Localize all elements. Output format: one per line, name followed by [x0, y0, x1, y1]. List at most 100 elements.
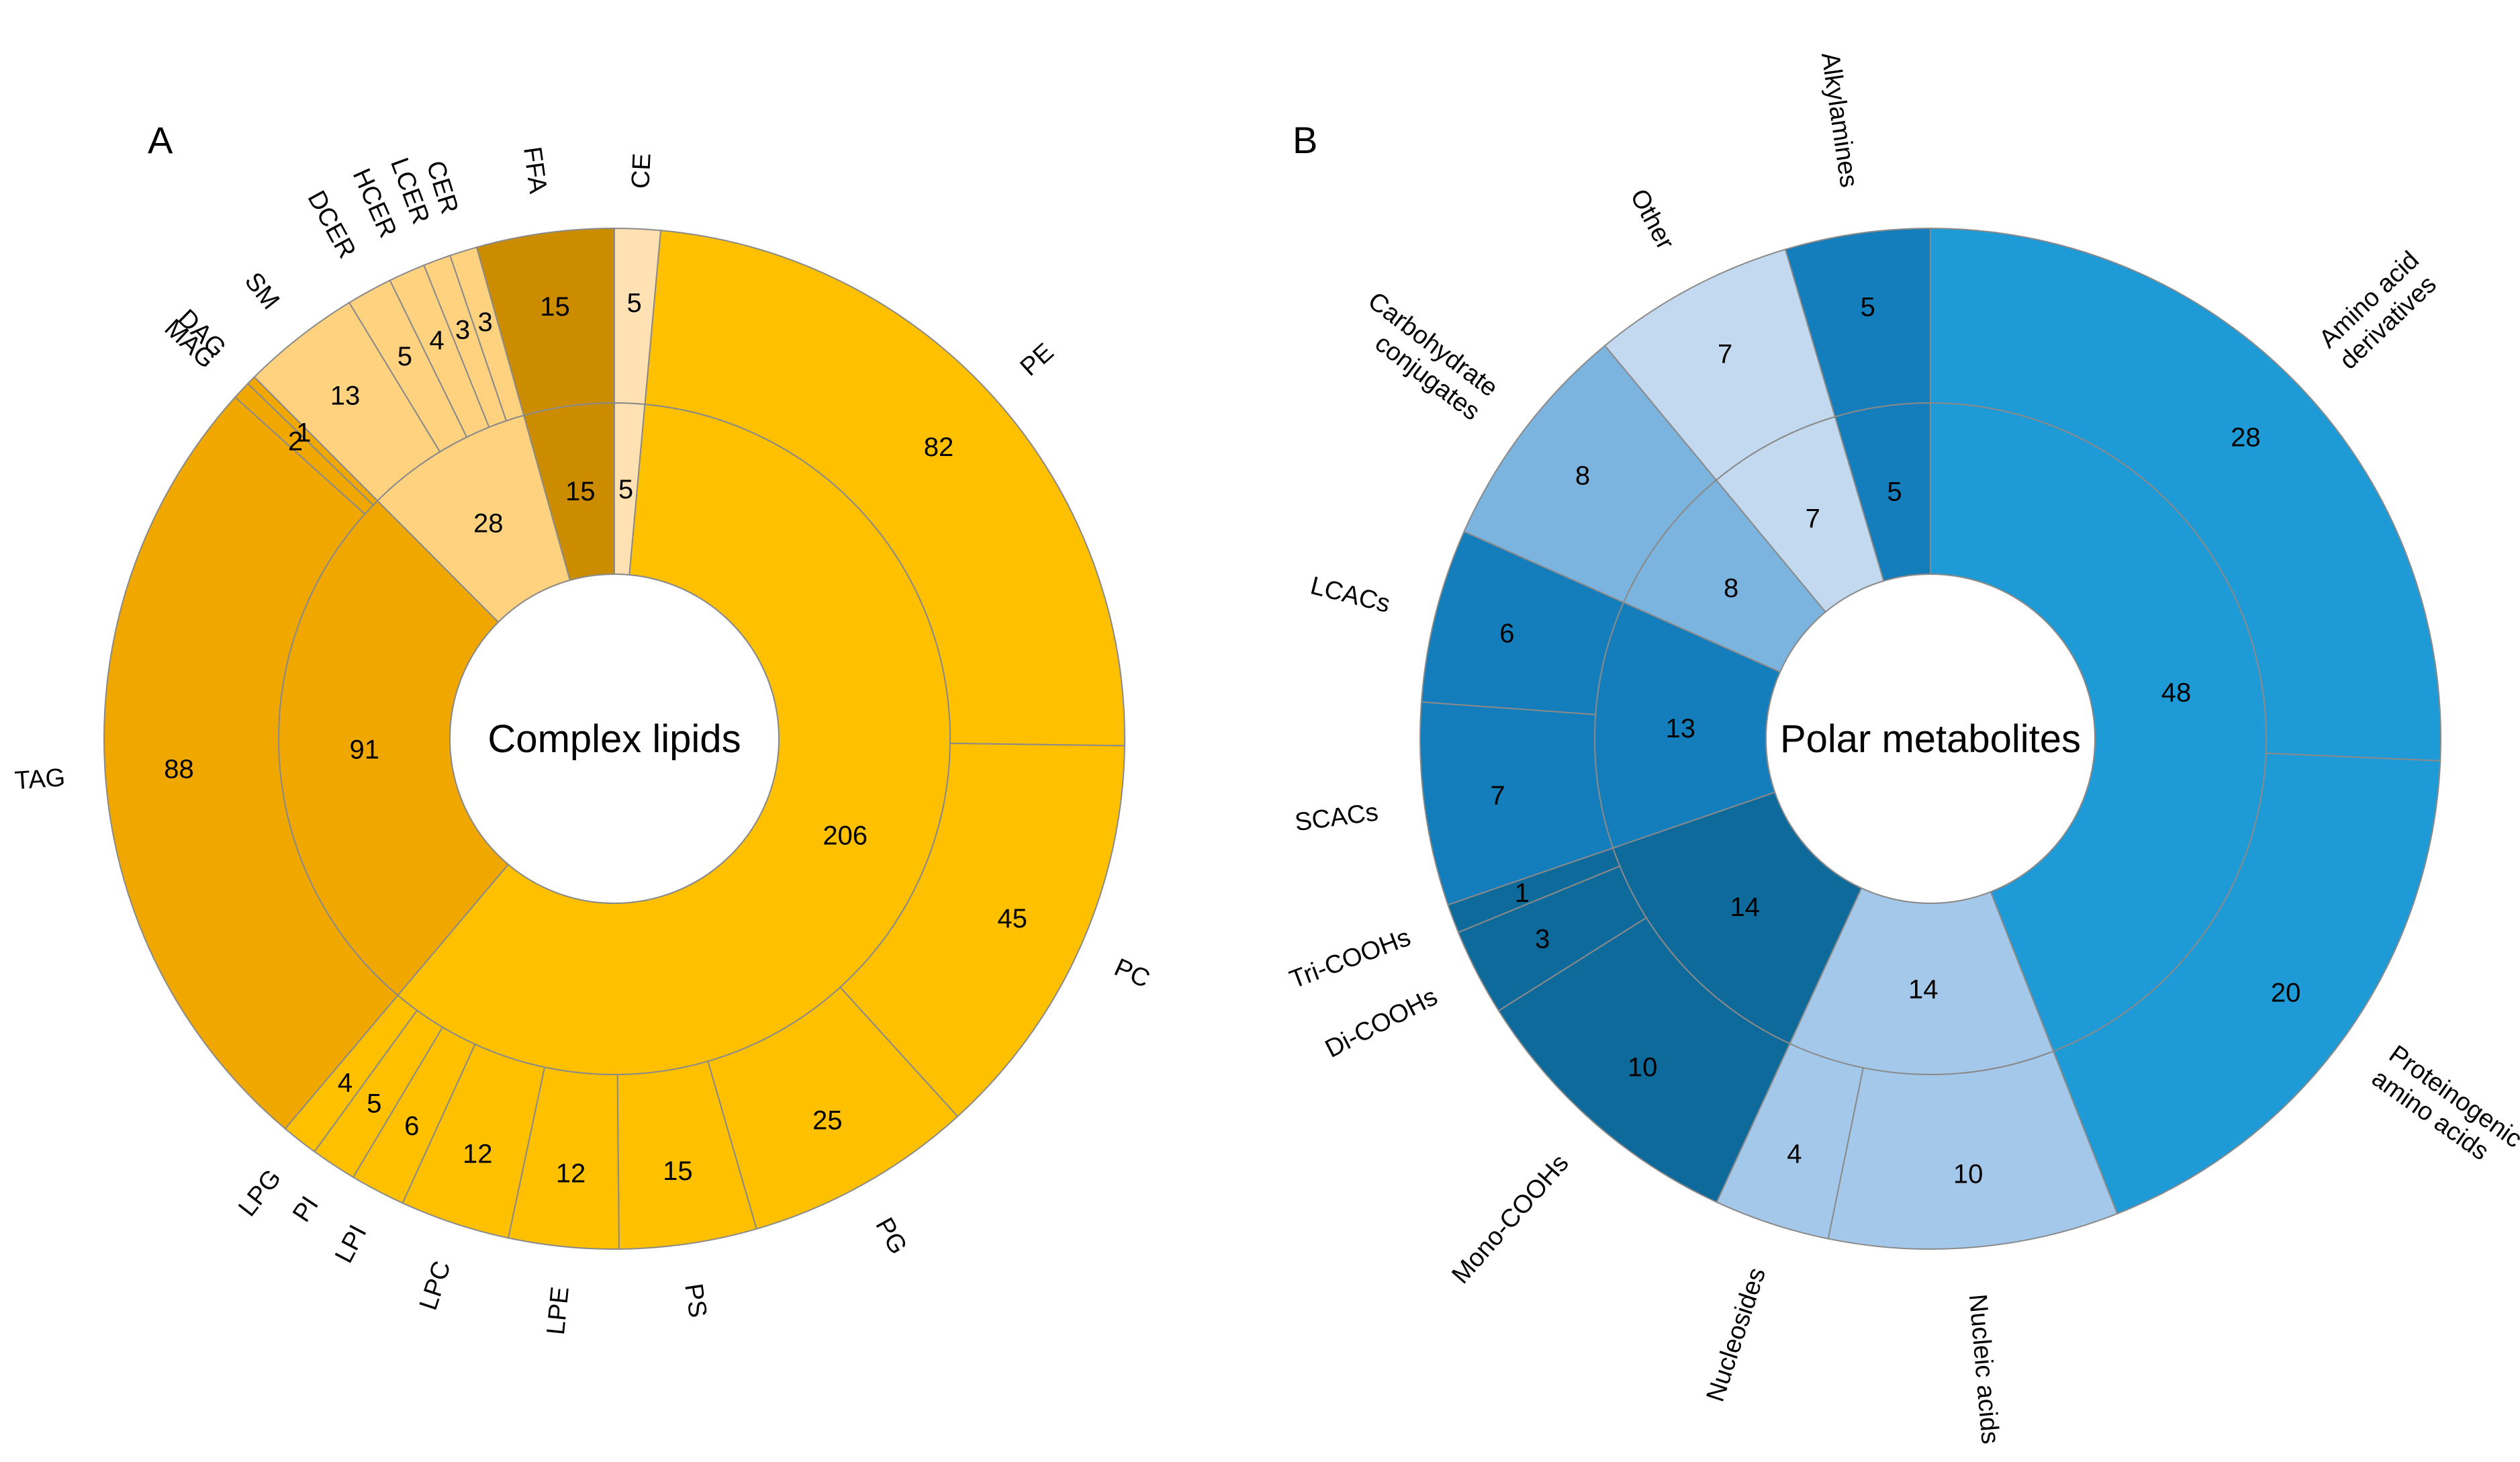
- panel-a-label-lpc: LPC: [414, 1258, 457, 1314]
- panel-a-inner-ring: [278, 402, 951, 1075]
- panel-b-center-title: Polar metabolites: [1780, 717, 2081, 761]
- panel-b-label-line-nucleic-acids: Nucleic acids: [1963, 1293, 2004, 1445]
- panel-b-outer-value-proteinogenic-amino-acids: 20: [2271, 978, 2301, 1008]
- panel-b-label-alkylamines: Alkylamines: [1816, 50, 1863, 189]
- panel-b-outer-value-di-coohs: 3: [1535, 925, 1550, 954]
- panel-a-outer-value-mag: 2: [288, 426, 303, 456]
- panel-a-label-line-ce: CE: [626, 152, 656, 189]
- panel-a-outer-value-lpi: 6: [404, 1111, 419, 1141]
- panel-b-label-line-nucleosides: Nucleosides: [1701, 1265, 1771, 1406]
- panel-a-label-line-pe: PE: [1015, 338, 1060, 381]
- panel-a-label-pg: PG: [870, 1213, 912, 1259]
- panel-a-outer-value-pi: 5: [367, 1089, 381, 1119]
- panel-a-outer-value-pe: 82: [924, 432, 954, 462]
- panel-b-polar-metabolites: B Polar metabolites 48 14 14 13 8 7 5 28 20 10 4 10…: [1286, 50, 2520, 1445]
- panel-a-complex-lipids: A Complex lipids 52069128155824525151212…: [13, 119, 1154, 1336]
- panel-b-outer-value-other: 7: [1718, 340, 1732, 369]
- panel-a-label-pe: PE: [1015, 338, 1060, 381]
- panel-b-outer-value-amino-acid-derivatives: 28: [2231, 422, 2261, 452]
- panel-b-outer-ring: [1419, 227, 2441, 1250]
- panel-b-inner-value-8: 8: [1724, 574, 1738, 603]
- panel-a-label-line-pg: PG: [870, 1213, 912, 1259]
- panel-a-outer-value-cer: 3: [477, 308, 492, 337]
- panel-a-label-pc: PC: [1110, 954, 1154, 994]
- panel-b-outer-value-tri-coohs: 1: [1515, 878, 1530, 908]
- panel-a-outer-value-ffa: 15: [540, 292, 570, 322]
- panel-a-label-lpe: LPE: [542, 1285, 575, 1336]
- panel-a-label-line-lpi: LPI: [330, 1220, 373, 1267]
- panel-a-label-line-pc: PC: [1110, 954, 1154, 994]
- panel-a-label-lpi: LPI: [330, 1220, 373, 1267]
- panel-a-label-line-lpe: LPE: [542, 1285, 575, 1336]
- panel-a-label-lpg: LPG: [233, 1164, 287, 1222]
- panel-b-label-di-coohs: Di-COOHs: [1321, 983, 1442, 1063]
- panel-a-label-line-pi: PI: [287, 1191, 324, 1227]
- panel-a-outer-value-ce: 5: [626, 289, 641, 318]
- panel-a-inner-value-91: 91: [350, 735, 380, 764]
- panel-b-label-scacs: SCACs: [1293, 798, 1380, 837]
- panel-b-inner-ring: [1594, 402, 2267, 1075]
- panel-a-outer-value-sm: 13: [330, 381, 361, 410]
- panel-b-center-hole: [1765, 574, 2096, 904]
- panel-b-inner-value-13: 13: [1666, 714, 1696, 743]
- panel-b-letter: B: [1293, 119, 1317, 161]
- panel-a-label-ce: CE: [626, 152, 656, 189]
- panel-a-label-line-ps: PS: [679, 1282, 712, 1320]
- panel-b-label-line-mono-coohs: Mono-COOHs: [1446, 1149, 1574, 1289]
- panel-a-outer-value-tag: 88: [164, 754, 194, 784]
- panel-b-inner-value-14: 14: [1730, 893, 1760, 922]
- panel-b-label-line-di-coohs: Di-COOHs: [1321, 983, 1442, 1063]
- panel-b-outer-value-nucleosides: 4: [1787, 1140, 1802, 1169]
- panel-a-inner-value-28: 28: [473, 508, 504, 538]
- panel-a-center-hole: [449, 574, 780, 904]
- panel-b-inner-value-7: 7: [1806, 504, 1820, 533]
- panel-b-label-carbohydrate-conjugates: Carbohydrateconjugates: [1345, 287, 1503, 426]
- panel-a-label-line-lpc: LPC: [414, 1258, 457, 1314]
- panel-b-inner-value-5: 5: [1887, 477, 1902, 506]
- panel-a-outer-value-dcer: 5: [398, 342, 412, 371]
- panel-a-outer-value-lcer: 3: [455, 316, 470, 345]
- panel-b-outer-value-carbohydrate-conjugates: 8: [1575, 461, 1590, 490]
- panel-a-outer-value-lpe: 12: [556, 1159, 586, 1189]
- panel-b-outer-value-lcacs: 6: [1499, 619, 1514, 648]
- panel-a-inner-value-5: 5: [618, 475, 633, 504]
- panel-a-label-ffa: FFA: [518, 145, 552, 195]
- panel-a-label-tag: TAG: [13, 764, 66, 795]
- panel-b-label-tri-coohs: Tri-COOHs: [1286, 923, 1414, 995]
- panel-b-value-labels: 48 14 14 13 8 7 5 28 20 10 4 10 31 7 6 8 7 5: [1490, 293, 2300, 1189]
- panel-a-label-line-dcer: DCER: [301, 186, 361, 263]
- panel-a-outer-value-lpc: 12: [463, 1139, 493, 1169]
- panel-a-outer-value-dag: 1: [296, 418, 311, 448]
- panel-b-label-line-other: Other: [1624, 185, 1679, 255]
- panel-b-label-nucleosides: Nucleosides: [1701, 1265, 1771, 1406]
- panel-b-inner-value-48: 48: [2161, 678, 2192, 708]
- panel-a-outer-value-ps: 15: [663, 1156, 693, 1186]
- panel-b-inner-value-14: 14: [1908, 974, 1939, 1004]
- panel-a-label-ps: PS: [679, 1282, 712, 1320]
- panel-b-label-line-lcacs: LCACs: [1307, 572, 1393, 619]
- panel-a-outer-value-pg: 25: [812, 1105, 843, 1135]
- panel-a-letter: A: [148, 119, 173, 161]
- panel-a-outer-ring: [103, 227, 1125, 1250]
- panel-b-label-mono-coohs: Mono-COOHs: [1446, 1149, 1574, 1289]
- panel-b-label-lcacs: LCACs: [1307, 572, 1393, 619]
- panel-a-outer-value-hcer: 4: [429, 326, 444, 355]
- panel-a-outer-value-lpg: 4: [338, 1068, 353, 1098]
- panel-b-label-proteinogenic-amino-acids: Proteinogenicamino acids: [2367, 1040, 2520, 1178]
- panel-b-label-line-tri-coohs: Tri-COOHs: [1286, 923, 1414, 995]
- panel-a-label-pi: PI: [287, 1191, 324, 1227]
- panel-a-label-line-sm: SM: [239, 267, 285, 315]
- panel-b-outer-value-mono-coohs: 10: [1628, 1052, 1658, 1082]
- panel-b-outer-value-nucleic-acids: 10: [1953, 1160, 1984, 1189]
- panel-b-label-amino-acid-derivatives: Amino acidderivatives: [2314, 246, 2445, 375]
- panel-b-outer-value-scacs: 7: [1490, 781, 1505, 811]
- panel-a-label-line-lpg: LPG: [233, 1164, 287, 1222]
- panel-b-label-nucleic-acids: Nucleic acids: [1963, 1293, 2004, 1445]
- panel-a-inner-value-206: 206: [823, 821, 868, 851]
- panel-a-label-line-ffa: FFA: [518, 145, 552, 195]
- panel-a-center-title: Complex lipids: [487, 717, 741, 761]
- panel-a-label-line-tag: TAG: [13, 764, 66, 795]
- panel-a-label-dcer: DCER: [301, 186, 361, 263]
